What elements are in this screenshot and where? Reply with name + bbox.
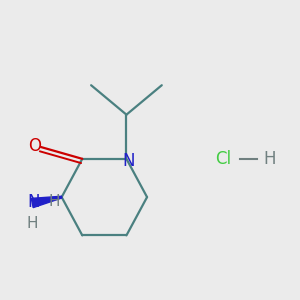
Text: Cl: Cl: [215, 150, 232, 168]
Polygon shape: [31, 196, 62, 208]
Text: N: N: [27, 193, 40, 211]
Text: O: O: [28, 136, 41, 154]
Text: H: H: [26, 216, 38, 231]
Text: N: N: [123, 152, 135, 170]
Text: H: H: [49, 194, 60, 209]
Text: H: H: [263, 150, 275, 168]
